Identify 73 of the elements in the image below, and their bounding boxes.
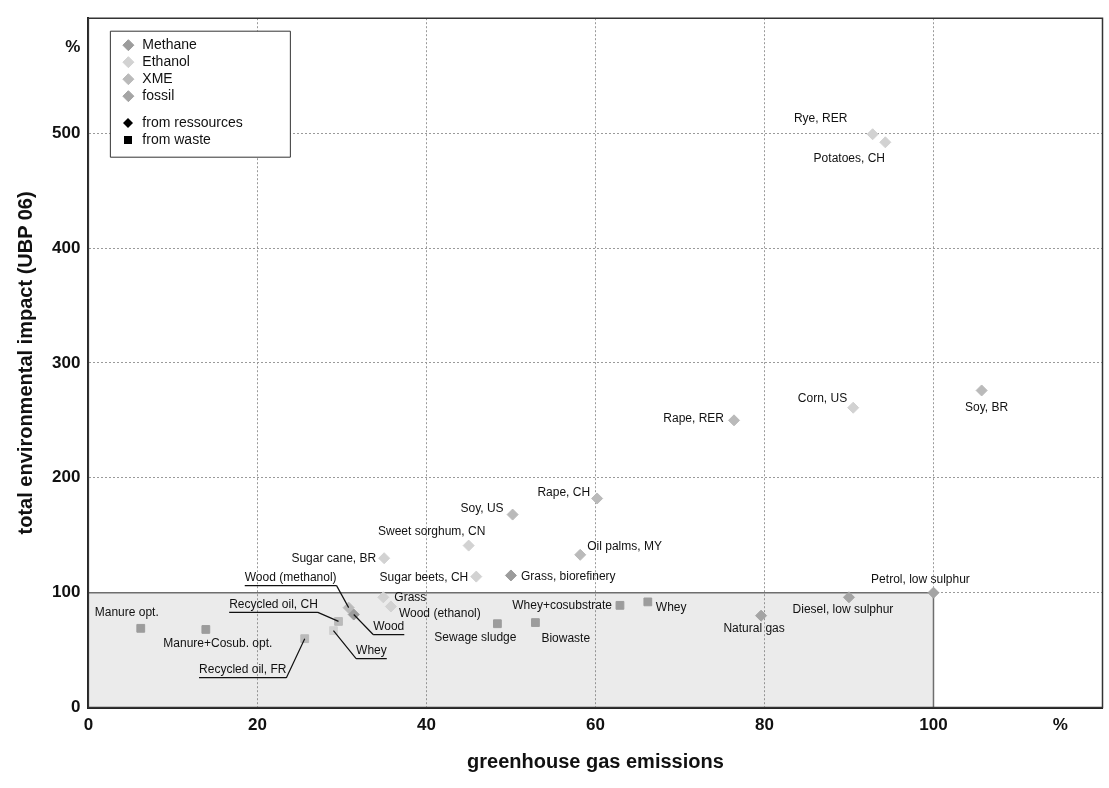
x-tick-label: 100 [919,715,948,735]
point [201,625,211,634]
point [506,508,519,521]
point [462,539,475,552]
point [847,401,860,414]
y-tick-label: 100 [51,582,81,602]
legend-label: XME [142,70,173,87]
y-tick-label: 400 [51,237,81,257]
annotation: Recycled oil, FR [199,661,287,676]
annotation: Recycled oil, CH [229,596,318,611]
point [531,618,540,627]
point [384,600,397,613]
point [470,570,483,583]
annotation: Sweet sorghum, CN [377,523,486,538]
x-tick-label: 0 [83,715,94,735]
point [136,623,146,633]
annotation: Biowaste [541,630,591,645]
point [574,548,587,561]
point [378,552,391,565]
point [377,591,390,604]
annotation: Grass [394,589,427,604]
point [643,597,653,607]
legend-label: fossil [142,87,175,104]
x-tick-label: 20 [247,715,267,735]
annotation: Wood (methanol) [244,569,337,584]
annotation: Natural gas [723,620,785,635]
annotation: Manure opt. [94,604,159,619]
annotation: Manure+Cosub. opt. [163,635,273,650]
annotation: Soy, BR [965,399,1009,414]
point [755,609,768,622]
legend-label: Ethanol [142,53,190,70]
point [493,619,502,629]
y-axis-title: total environmental impact (UBP 06) [13,191,36,535]
y-tick-label: 500 [51,122,81,142]
x-axis-title: greenhouse gas emissions [467,749,724,772]
annotation: Soy, US [460,500,504,515]
point [866,128,879,141]
annotation: Whey [356,642,387,657]
annotation: Rape, CH [537,484,591,499]
annotation: from waste [142,131,212,148]
point [879,136,892,149]
y-tick-label: 0 [70,697,81,717]
annotation: Wood [373,618,405,633]
x-tick-label: 80 [754,715,774,735]
annotation: Potatoes, CH [813,150,885,165]
annotation: Whey [655,600,687,615]
annotation: Grass, biorefinery [520,568,616,583]
point [504,569,517,582]
point [975,384,988,397]
point [927,586,940,599]
annotation: Corn, US [797,391,848,406]
point [591,492,604,505]
annotation: from ressources [142,114,243,131]
annotation: Rye, RER [793,110,848,125]
annotation: Sugar beets, CH [379,569,469,584]
annotation: Whey+cosubstrate [512,597,613,612]
annotation: Petrol, low sulphur [871,572,970,587]
annotation: Diesel, low sulphur [792,601,894,616]
annotation: Oil palms, MY [587,539,662,554]
annotation: Wood (ethanol) [398,605,481,620]
annotation: Sugar cane, BR [291,550,377,565]
y-tick-label: % [65,36,81,56]
point [615,600,625,610]
annotation: Sewage sludge [434,630,517,645]
point [728,414,741,427]
x-tick-label: 40 [416,715,436,735]
x-tick-label: % [1052,715,1068,735]
point [842,591,855,604]
y-tick-label: 300 [51,352,81,372]
legend-label: Methane [142,36,198,53]
annotation: Rape, RER [663,410,725,425]
y-tick-label: 200 [51,467,81,487]
x-tick-label: 60 [585,715,605,735]
